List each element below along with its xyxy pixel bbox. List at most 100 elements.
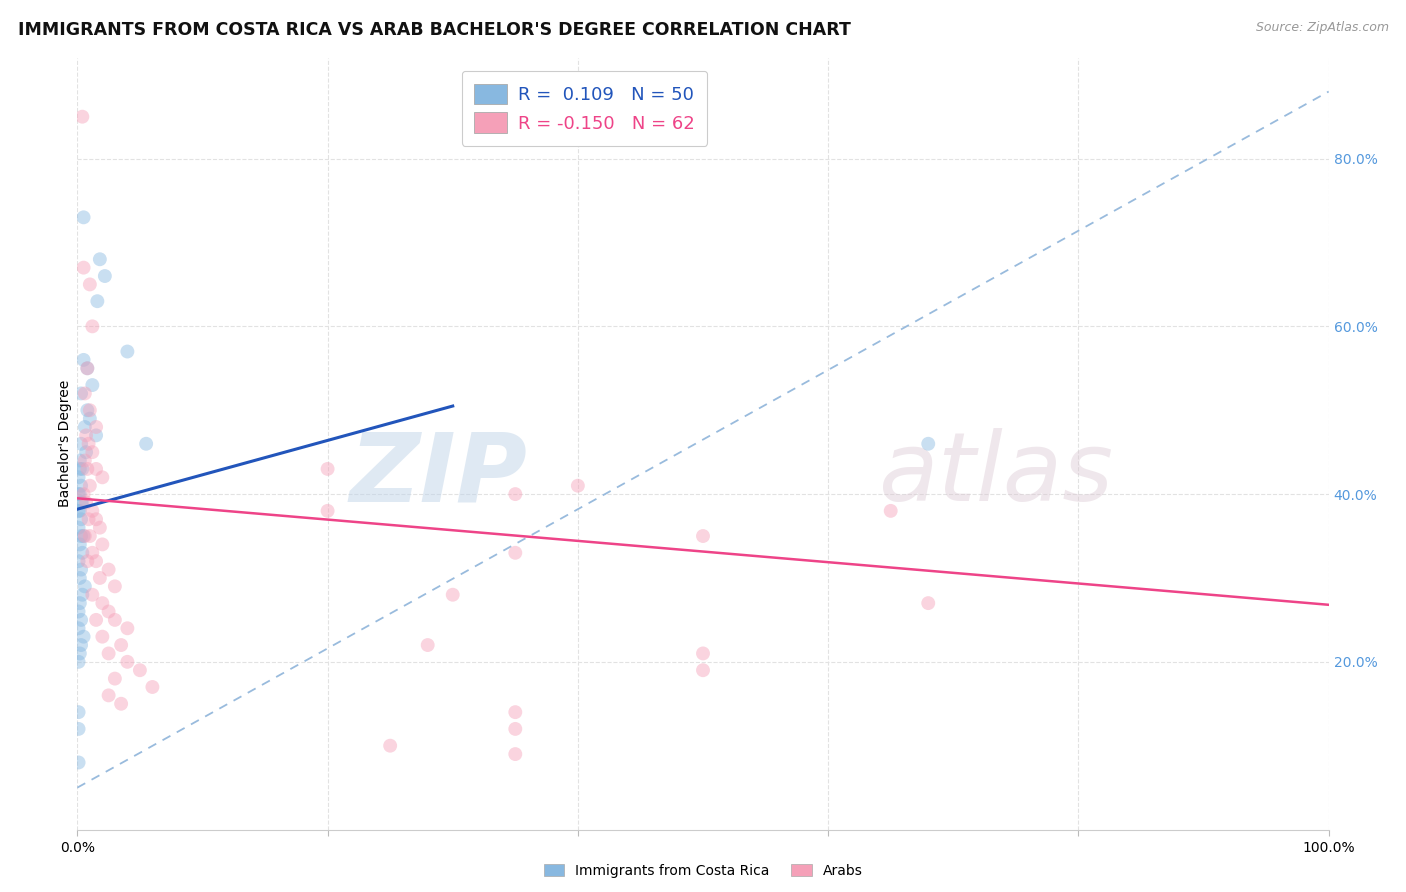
Point bbox=[503, 546, 526, 560]
Point bbox=[110, 638, 132, 652]
Point bbox=[82, 504, 104, 518]
Point bbox=[82, 588, 104, 602]
Point bbox=[67, 655, 90, 669]
Point bbox=[79, 277, 101, 292]
Point bbox=[70, 495, 93, 509]
Point bbox=[110, 697, 132, 711]
Point bbox=[72, 529, 94, 543]
Point bbox=[880, 504, 903, 518]
Point bbox=[378, 739, 402, 753]
Point bbox=[503, 487, 526, 501]
Point bbox=[316, 462, 339, 476]
Point bbox=[89, 521, 111, 535]
Point bbox=[70, 436, 93, 450]
Point bbox=[692, 647, 714, 661]
Point bbox=[91, 470, 114, 484]
Point bbox=[91, 596, 114, 610]
Point bbox=[917, 436, 939, 450]
Point bbox=[692, 663, 714, 677]
Point bbox=[67, 722, 90, 736]
Point bbox=[75, 495, 97, 509]
Point bbox=[84, 462, 107, 476]
Point bbox=[73, 529, 96, 543]
Text: ZIP: ZIP bbox=[350, 428, 527, 521]
Point bbox=[72, 546, 94, 560]
Point bbox=[77, 512, 100, 526]
Point bbox=[416, 638, 439, 652]
Point bbox=[67, 554, 90, 568]
Point bbox=[84, 554, 107, 568]
Point bbox=[67, 605, 90, 619]
Point bbox=[79, 529, 101, 543]
Point bbox=[117, 344, 139, 359]
Point bbox=[97, 605, 120, 619]
Point bbox=[69, 504, 91, 518]
Point bbox=[117, 621, 139, 635]
Point bbox=[84, 512, 107, 526]
Point bbox=[97, 689, 120, 703]
Point bbox=[72, 462, 94, 476]
Point bbox=[77, 436, 100, 450]
Point bbox=[69, 453, 91, 467]
Point bbox=[84, 428, 107, 442]
Point bbox=[72, 211, 94, 225]
Point bbox=[75, 428, 97, 442]
Point bbox=[69, 462, 91, 476]
Point bbox=[76, 361, 98, 376]
Point bbox=[129, 663, 152, 677]
Point bbox=[89, 252, 111, 267]
Point bbox=[76, 462, 98, 476]
Point bbox=[94, 268, 117, 283]
Point bbox=[70, 386, 93, 401]
Point bbox=[73, 386, 96, 401]
Point bbox=[72, 588, 94, 602]
Point bbox=[73, 579, 96, 593]
Point bbox=[135, 436, 157, 450]
Point bbox=[67, 705, 90, 719]
Point bbox=[72, 260, 94, 275]
Point bbox=[72, 352, 94, 367]
Point bbox=[70, 638, 93, 652]
Point bbox=[70, 563, 93, 577]
Point bbox=[917, 596, 939, 610]
Point bbox=[104, 579, 127, 593]
Point bbox=[76, 554, 98, 568]
Point bbox=[91, 537, 114, 551]
Point bbox=[117, 655, 139, 669]
Point bbox=[79, 403, 101, 417]
Point bbox=[70, 512, 93, 526]
Point bbox=[692, 529, 714, 543]
Point bbox=[67, 487, 90, 501]
Point bbox=[503, 747, 526, 761]
Point bbox=[69, 537, 91, 551]
Point bbox=[72, 487, 94, 501]
Point bbox=[84, 613, 107, 627]
Point bbox=[70, 529, 93, 543]
Point bbox=[91, 630, 114, 644]
Point bbox=[141, 680, 163, 694]
Point bbox=[441, 588, 464, 602]
Text: Source: ZipAtlas.com: Source: ZipAtlas.com bbox=[1256, 21, 1389, 34]
Point bbox=[76, 403, 98, 417]
Point bbox=[86, 294, 108, 309]
Point bbox=[104, 672, 127, 686]
Point bbox=[72, 110, 94, 124]
Point bbox=[67, 504, 90, 518]
Point bbox=[316, 504, 339, 518]
Point bbox=[73, 420, 96, 434]
Text: atlas: atlas bbox=[879, 428, 1114, 521]
Point bbox=[79, 411, 101, 425]
Point bbox=[69, 487, 91, 501]
Point bbox=[70, 479, 93, 493]
Point bbox=[73, 453, 96, 467]
Legend: Immigrants from Costa Rica, Arabs: Immigrants from Costa Rica, Arabs bbox=[538, 858, 868, 883]
Point bbox=[67, 756, 90, 770]
Point bbox=[69, 647, 91, 661]
Point bbox=[503, 722, 526, 736]
Point bbox=[67, 470, 90, 484]
Point bbox=[97, 563, 120, 577]
Point bbox=[72, 495, 94, 509]
Point bbox=[82, 319, 104, 334]
Point bbox=[503, 705, 526, 719]
Point bbox=[104, 613, 127, 627]
